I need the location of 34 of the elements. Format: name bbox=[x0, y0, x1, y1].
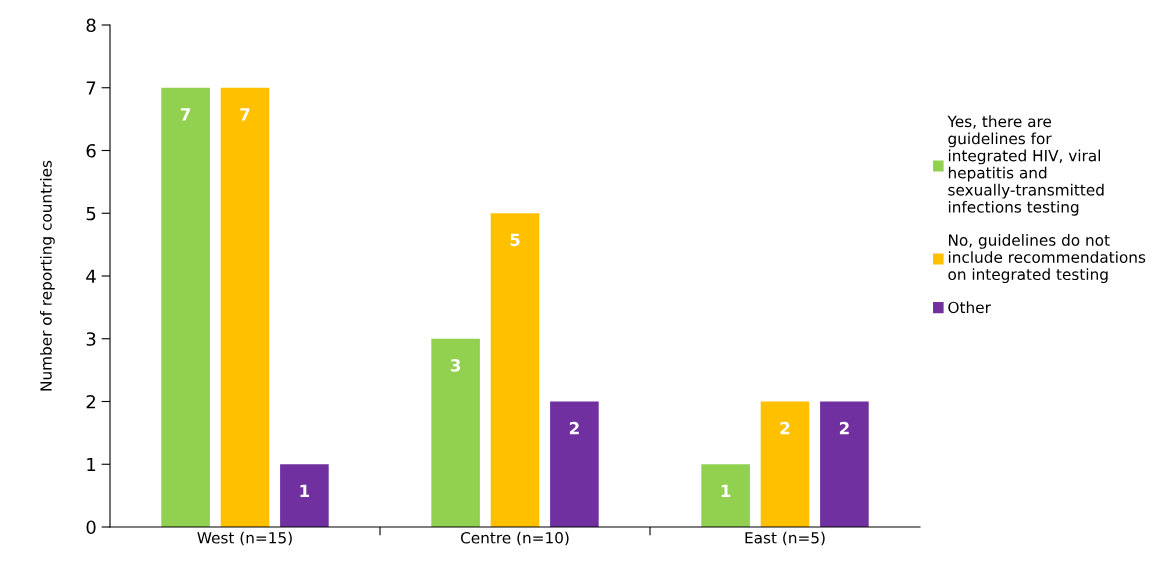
y-tick-label: 1 bbox=[87, 457, 96, 472]
data-label: 5 bbox=[510, 233, 520, 247]
data-label: 7 bbox=[180, 108, 191, 121]
bar bbox=[820, 401, 869, 527]
x-tick-label: Centre (n=10) bbox=[460, 531, 569, 546]
bar bbox=[701, 464, 750, 527]
bar bbox=[161, 87, 210, 527]
bar bbox=[220, 87, 270, 527]
y-tick-label: 4 bbox=[86, 269, 96, 283]
bar bbox=[431, 338, 480, 527]
data-label: 2 bbox=[569, 421, 579, 435]
y-tick-label: 0 bbox=[86, 520, 96, 535]
legend-label: Other bbox=[948, 301, 991, 314]
data-label: 7 bbox=[240, 108, 250, 121]
legend-label: Yes, there are guidelines for integrated HIV, viral hepatitis and sexually-transmitted infections testing bbox=[947, 115, 1104, 216]
bar bbox=[280, 464, 329, 527]
data-label: 2 bbox=[839, 421, 849, 435]
data-label: 1 bbox=[300, 484, 310, 497]
data-label: 1 bbox=[721, 484, 731, 497]
y-axis-title: Number of reporting countries bbox=[39, 160, 55, 391]
y-tick-label: 7 bbox=[86, 81, 96, 95]
y-tick-label: 3 bbox=[86, 332, 96, 346]
bar bbox=[490, 213, 540, 527]
bar bbox=[550, 401, 599, 527]
y-tick-label: 6 bbox=[86, 143, 96, 158]
data-label: 2 bbox=[780, 421, 790, 435]
x-tick-label: East (n=5) bbox=[745, 531, 825, 546]
data-label: 3 bbox=[450, 359, 461, 372]
legend-label: No, guidelines do not include recommendations on integrated testing bbox=[948, 234, 1146, 284]
x-tick-label: West (n=15) bbox=[197, 531, 292, 546]
y-tick-label: 2 bbox=[86, 394, 95, 409]
y-tick-label: 8 bbox=[86, 18, 96, 33]
bar bbox=[760, 401, 810, 527]
y-tick-label: 5 bbox=[86, 206, 96, 221]
